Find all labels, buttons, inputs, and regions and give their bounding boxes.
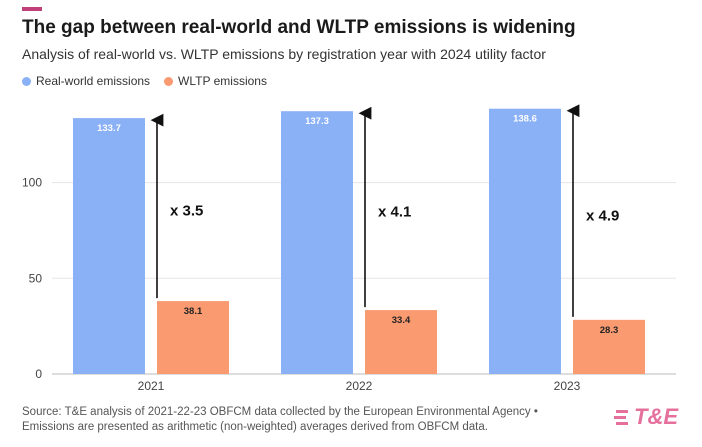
stacked-lines-icon [614,410,628,425]
legend-item-real-world: Real-world emissions [22,74,150,88]
accent-bar [22,7,42,11]
logo-text: T&E [634,404,678,429]
data-label-real-world: 137.3 [305,116,329,127]
x-tick-label: 2022 [346,379,373,393]
x-tick-label: 2023 [554,379,581,393]
source-line-1: Source: T&E analysis of 2021-22-23 OBFCM… [22,406,538,418]
legend: Real-world emissions WLTP emissions [22,74,281,88]
legend-swatch-real-world [22,76,31,86]
x-tick-label: 2021 [138,379,165,393]
te-logo: T&E [614,404,678,430]
legend-label-real-world: Real-world emissions [36,74,151,88]
source-note: Source: T&E analysis of 2021-22-23 OBFCM… [22,405,538,435]
ratio-label: x 4.1 [378,204,411,221]
bar-wltp-2023 [573,319,645,374]
data-label-wltp: 38.1 [184,306,203,317]
y-tick-label: 50 [29,271,43,285]
source-line-2: Emissions are presented as arithmetic (n… [22,421,488,433]
y-tick-label: 0 [35,367,42,381]
data-label-wltp: 33.4 [392,315,411,326]
bar-real-world-2023 [489,108,561,374]
ratio-label: x 3.5 [170,203,203,220]
bar-wltp-2022 [365,310,437,374]
bar-real-world-2022 [281,111,353,375]
data-label-real-world: 133.7 [97,123,121,134]
data-label-real-world: 138.6 [513,114,537,125]
bar-chart: 0 50 100 133.7 38.1 x 3.5 2021 137.3 33.4 x 4.1 20… [22,104,676,393]
bar-real-world-2021 [73,118,145,374]
legend-item-wltp: WLTP emissions [164,74,267,88]
bar-wltp-2021 [157,301,229,374]
data-label-wltp: 28.3 [600,325,619,336]
ratio-label: x 4.9 [586,207,619,224]
y-tick-label: 100 [22,176,42,190]
chart-subtitle: Analysis of real-world vs. WLTP emission… [22,46,546,62]
chart-title: The gap between real-world and WLTP emis… [22,17,576,38]
legend-label-wltp: WLTP emissions [178,74,267,88]
legend-swatch-wltp [164,76,174,86]
